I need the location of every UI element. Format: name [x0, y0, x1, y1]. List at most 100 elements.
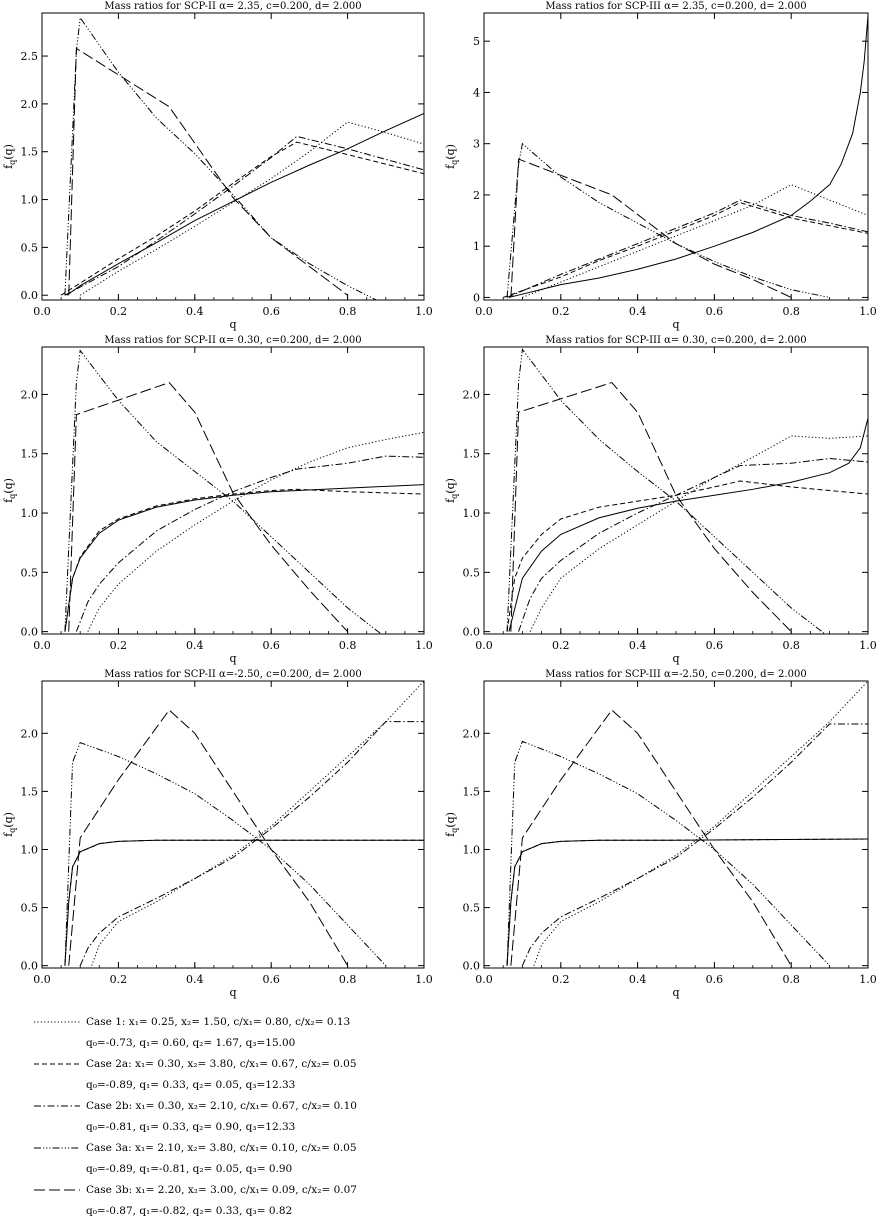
series-line-solid: [506, 838, 868, 966]
chart-title: Mass ratios for SCP-II α= 0.30, c=0.200,…: [104, 335, 361, 346]
x-tick-label: 0.8: [339, 973, 357, 986]
x-tick-label: 0.4: [629, 305, 647, 318]
x-tick-label: 0.6: [262, 305, 280, 318]
x-tick-label: 0.0: [33, 305, 51, 318]
plot-frame: [41, 346, 425, 635]
series-line-dashdotdotdot: [64, 16, 378, 300]
series-line-dashed: [60, 141, 424, 296]
y-tick-label: 1.5: [21, 146, 39, 159]
x-tick-label: 0.8: [782, 639, 800, 652]
series-line-dashed: [506, 838, 868, 966]
y-tick-label: 1.5: [463, 785, 481, 798]
y-tick-label: 1.5: [21, 448, 39, 461]
x-tick-label: 0.6: [262, 639, 280, 652]
y-tick-label: 1.5: [21, 785, 39, 798]
series-line-dotted: [533, 681, 868, 966]
plot-frame: [483, 346, 869, 635]
y-tick-label: 1.0: [463, 843, 481, 856]
y-axis-label: fq(q): [444, 812, 459, 837]
chart-panel-3: Mass ratios for SCP-II α= 0.30, c=0.200,…: [2, 335, 433, 665]
series-line-dotted: [91, 681, 424, 966]
x-tick-label: 0.4: [186, 973, 204, 986]
y-tick-label: 2: [473, 189, 480, 202]
y-axis-label: fq(q): [2, 478, 17, 503]
y-tick-label: 4: [473, 86, 480, 99]
chart-title: Mass ratios for SCP-II α= 2.35, c=0.200,…: [104, 1, 361, 12]
chart-panel-6: Mass ratios for SCP-III α=-2.50, c=0.200…: [444, 669, 877, 999]
series-line-longdash: [510, 709, 792, 966]
x-tick-label: 0.6: [262, 973, 280, 986]
y-tick-label: 3: [473, 138, 480, 151]
x-tick-label: 0.4: [629, 639, 647, 652]
series-line-solid: [64, 484, 424, 632]
x-tick-label: 0.4: [186, 639, 204, 652]
x-tick-label: 0.0: [475, 973, 493, 986]
series-line-solid: [508, 418, 868, 632]
x-tick-label: 1.0: [415, 305, 433, 318]
x-tick-label: 0.4: [186, 305, 204, 318]
y-tick-label: 1.0: [463, 507, 481, 520]
chart-panel-4: Mass ratios for SCP-III α= 0.30, c=0.200…: [444, 335, 877, 665]
x-tick-label: 1.0: [859, 639, 877, 652]
y-axis-label: fq(q): [444, 144, 459, 169]
legend: Case 1: x₁= 0.25, x₂= 1.50, c/x₁= 0.80, …: [34, 1012, 854, 1217]
legend-line-swatch: [34, 1063, 80, 1065]
legend-q-values: q₀=-0.87, q₁=-0.82, q₂= 0.33, q₃= 0.82: [86, 1205, 293, 1217]
series-line-dashdotdotdot: [506, 740, 830, 967]
x-tick-label: 0.8: [782, 973, 800, 986]
x-tick-label: 0.2: [110, 305, 128, 318]
y-axis-label: fq(q): [2, 144, 17, 169]
y-tick-label: 1.0: [21, 194, 39, 207]
y-tick-label: 1.0: [21, 843, 39, 856]
series-line-dashdot: [518, 457, 868, 632]
legend-line-swatch: [34, 1189, 80, 1191]
x-axis-label: q: [672, 986, 679, 999]
x-tick-label: 0.6: [706, 305, 724, 318]
y-axis-label: fq(q): [2, 812, 17, 837]
y-tick-label: 0.5: [463, 566, 481, 579]
legend-q-values: q₀=-0.89, q₁= 0.33, q₂= 0.05, q₃=12.33: [86, 1079, 296, 1091]
x-axis-label: q: [672, 318, 679, 331]
legend-q-values: q₀=-0.89, q₁=-0.81, q₂= 0.05, q₃= 0.90: [86, 1163, 293, 1175]
x-tick-label: 0.2: [110, 973, 128, 986]
y-tick-label: 0.0: [463, 626, 481, 639]
y-tick-label: 1: [473, 240, 480, 253]
y-tick-label: 2.5: [21, 50, 39, 63]
y-tick-label: 0.0: [21, 960, 39, 973]
legend-case-params: Case 3b: x₁= 2.20, x₂= 3.00, c/x₁= 0.09,…: [86, 1184, 357, 1196]
x-tick-label: 0.6: [706, 973, 724, 986]
legend-entry: Case 3a: x₁= 2.10, x₂= 3.80, c/x₁= 0.10,…: [34, 1138, 854, 1180]
chart-title: Mass ratios for SCP-III α= 0.30, c=0.200…: [545, 335, 806, 346]
series-line-longdash: [68, 381, 348, 632]
plot-frame: [483, 12, 869, 301]
y-tick-label: 2.0: [21, 727, 39, 740]
x-tick-label: 0.2: [110, 639, 128, 652]
x-tick-label: 1.0: [859, 973, 877, 986]
series-line-dashed: [64, 488, 424, 632]
series-line-longdash: [68, 47, 348, 296]
legend-line-swatch: [34, 1021, 80, 1023]
x-tick-label: 1.0: [859, 305, 877, 318]
y-tick-label: 0.0: [21, 626, 39, 639]
series-line-solid: [66, 112, 424, 296]
legend-case-params: Case 3a: x₁= 2.10, x₂= 3.80, c/x₁= 0.10,…: [86, 1142, 357, 1154]
series-line-dotted: [529, 435, 868, 632]
y-tick-label: 0.5: [21, 566, 39, 579]
chart-panel-1: Mass ratios for SCP-II α= 2.35, c=0.200,…: [2, 1, 433, 331]
chart-panel-2: Mass ratios for SCP-III α= 2.35, c=0.200…: [444, 1, 877, 331]
legend-entry: Case 3b: x₁= 2.20, x₂= 3.00, c/x₁= 0.09,…: [34, 1180, 854, 1222]
series-line-dashed: [506, 480, 868, 632]
x-tick-label: 0.8: [782, 305, 800, 318]
series-line-dashdotdotdot: [506, 142, 830, 298]
legend-entry: Case 1: x₁= 0.25, x₂= 1.50, c/x₁= 0.80, …: [34, 1012, 854, 1054]
x-tick-label: 0.2: [552, 973, 570, 986]
y-tick-label: 5: [473, 35, 480, 48]
legend-line-swatch: [34, 1147, 80, 1149]
series-line-longdash: [510, 158, 792, 298]
x-tick-label: 0.0: [475, 305, 493, 318]
y-tick-label: 0.5: [463, 902, 481, 915]
legend-case-params: Case 1: x₁= 0.25, x₂= 1.50, c/x₁= 0.80, …: [86, 1016, 351, 1028]
series-line-longdash: [510, 382, 792, 632]
legend-case-params: Case 2b: x₁= 0.30, x₂= 2.10, c/x₁= 0.67,…: [86, 1100, 357, 1112]
x-tick-label: 0.6: [706, 639, 724, 652]
